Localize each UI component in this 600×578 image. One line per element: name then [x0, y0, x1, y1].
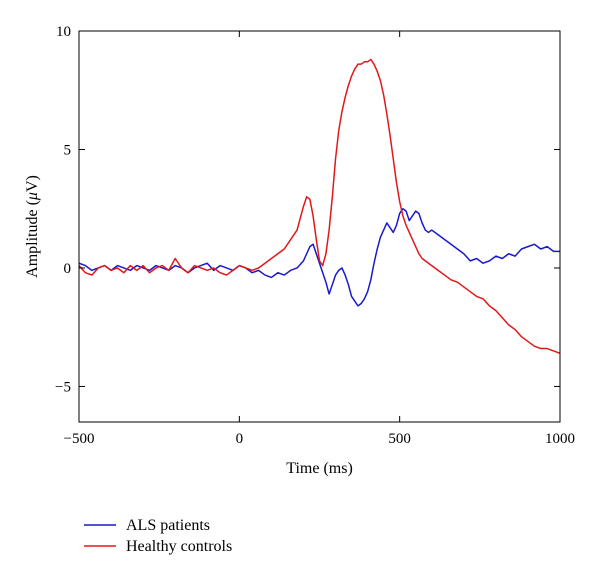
- x-tick-label: 500: [388, 431, 411, 447]
- y-tick-label: 5: [64, 142, 72, 158]
- y-tick-label: −5: [55, 379, 71, 395]
- y-axis-title-suffix: V): [24, 175, 41, 192]
- plot-area: [78, 30, 561, 423]
- plot-frame: [78, 30, 561, 423]
- series-line-healthy-controls: [79, 58, 560, 354]
- y-axis-title-mu: μ: [24, 192, 41, 201]
- x-tick-label: 0: [236, 431, 244, 447]
- tick-labels-layer: −500 0 500 1000 −5 0 5 10: [55, 24, 575, 447]
- x-tick-label: 1000: [545, 431, 575, 447]
- y-axis-title: Amplitude (μV): [24, 175, 41, 278]
- legend-label-als: ALS patients: [126, 517, 210, 534]
- y-tick-label: 0: [64, 261, 72, 277]
- y-axis-title-prefix: Amplitude (: [24, 200, 41, 278]
- x-tick-label: −500: [64, 431, 95, 447]
- x-axis-title: Time (ms): [286, 460, 353, 477]
- series-layer: [79, 58, 560, 354]
- y-tick-label: 10: [56, 24, 71, 40]
- legend: ALS patients Healthy controls: [84, 517, 232, 555]
- legend-label-healthy: Healthy controls: [126, 538, 232, 555]
- ticks-layer: [78, 30, 561, 422]
